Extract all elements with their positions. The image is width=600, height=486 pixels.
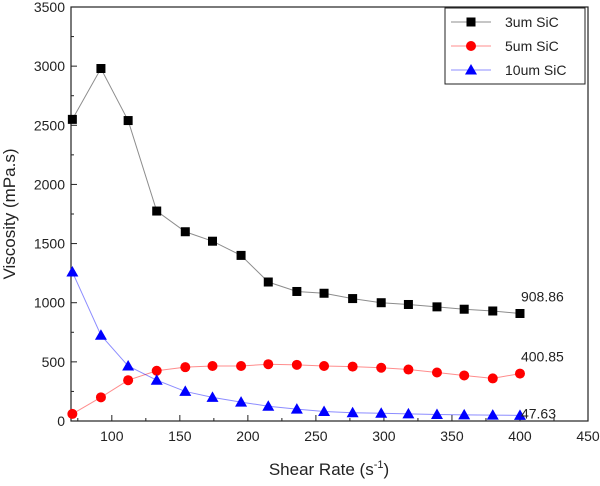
y-tick-label: 3000 <box>34 58 65 74</box>
data-point <box>319 360 330 371</box>
x-tick-label: 250 <box>304 428 328 444</box>
data-point <box>262 400 275 411</box>
data-point <box>514 368 525 379</box>
data-point <box>347 361 358 372</box>
data-point <box>94 329 107 340</box>
data-point <box>150 374 163 385</box>
data-point <box>207 236 217 246</box>
data-point <box>486 409 499 420</box>
legend-label: 5um SiC <box>505 38 559 54</box>
series-square <box>67 64 525 318</box>
y-axis: 0 500 1000 1500 2000 2500 3000 3500 <box>34 0 77 429</box>
data-point <box>431 367 442 378</box>
data-point <box>123 116 133 126</box>
data-point <box>123 375 134 386</box>
data-point <box>376 362 387 373</box>
data-point <box>318 405 331 417</box>
data-point <box>263 277 273 287</box>
y-tick-label: 500 <box>42 354 66 370</box>
data-point <box>403 299 413 309</box>
x-tick-label: 450 <box>576 428 600 444</box>
data-point <box>180 362 191 373</box>
y-axis-title: Viscosity (mPa.s) <box>0 149 19 280</box>
data-point <box>67 408 78 419</box>
data-point <box>458 408 471 420</box>
data-point <box>515 308 525 318</box>
data-point <box>346 406 359 418</box>
data-point <box>459 304 469 314</box>
legend: 3um SiC 5um SiC 10um SiC <box>444 7 586 85</box>
end-value-label: 47.63 <box>521 405 556 421</box>
data-point <box>292 286 302 296</box>
data-point <box>488 306 498 316</box>
series-line <box>71 67 521 314</box>
data-point <box>375 407 388 418</box>
data-point <box>236 360 247 371</box>
data-point <box>179 385 192 396</box>
y-tick-label: 2000 <box>34 176 65 192</box>
y-tick-label: 2500 <box>34 117 65 133</box>
y-tick-label: 1500 <box>34 236 65 252</box>
x-tick-label: 400 <box>508 428 532 444</box>
x-tick-label: 300 <box>372 428 396 444</box>
x-tick-label: 350 <box>440 428 464 444</box>
data-point <box>291 359 302 370</box>
x-axis: 100 150 200 250 300 350 400 450 <box>77 415 600 444</box>
legend-marker <box>465 64 477 75</box>
data-point <box>430 408 443 419</box>
data-point <box>206 391 219 402</box>
data-point <box>67 114 77 124</box>
series-triangle <box>66 265 526 420</box>
data-point <box>432 302 442 312</box>
annotation-layer: 908.86 400.85 47.63 <box>521 288 564 421</box>
end-value-label: 400.85 <box>521 349 564 365</box>
data-point <box>403 364 414 375</box>
legend-marker <box>466 17 476 27</box>
x-tick-label: 200 <box>236 428 260 444</box>
end-value-label: 908.86 <box>521 288 564 304</box>
data-point <box>122 359 135 371</box>
data-point <box>459 370 470 381</box>
data-point <box>319 288 329 298</box>
data-point <box>207 360 218 371</box>
x-axis-title: Shear Rate (s-1) <box>269 459 389 479</box>
series-layer <box>66 64 526 420</box>
data-point <box>180 227 190 237</box>
series-circle <box>67 359 525 419</box>
data-point <box>348 294 358 304</box>
data-point <box>402 407 415 419</box>
legend-label: 3um SiC <box>505 14 559 30</box>
data-point <box>513 409 526 420</box>
x-axis-title-main: Shear Rate (s <box>269 460 374 479</box>
data-point <box>376 298 386 308</box>
y-tick-label: 0 <box>57 413 65 429</box>
x-axis-title-end: ) <box>384 460 390 479</box>
data-point <box>290 403 303 414</box>
x-tick-label: 150 <box>168 428 192 444</box>
y-tick-label: 3500 <box>34 0 65 15</box>
data-point <box>487 373 498 384</box>
y-tick-label: 1000 <box>34 295 65 311</box>
data-point <box>235 396 248 407</box>
data-point <box>152 206 162 216</box>
data-point <box>236 250 246 260</box>
x-axis-title-superscript: -1 <box>374 459 384 471</box>
data-point <box>263 359 274 370</box>
x-tick-label: 100 <box>100 428 124 444</box>
legend-marker <box>466 41 476 51</box>
data-point <box>96 64 106 74</box>
data-point <box>95 392 106 403</box>
data-point <box>151 365 162 376</box>
data-point <box>66 265 79 277</box>
legend-label: 10um SiC <box>505 62 566 78</box>
